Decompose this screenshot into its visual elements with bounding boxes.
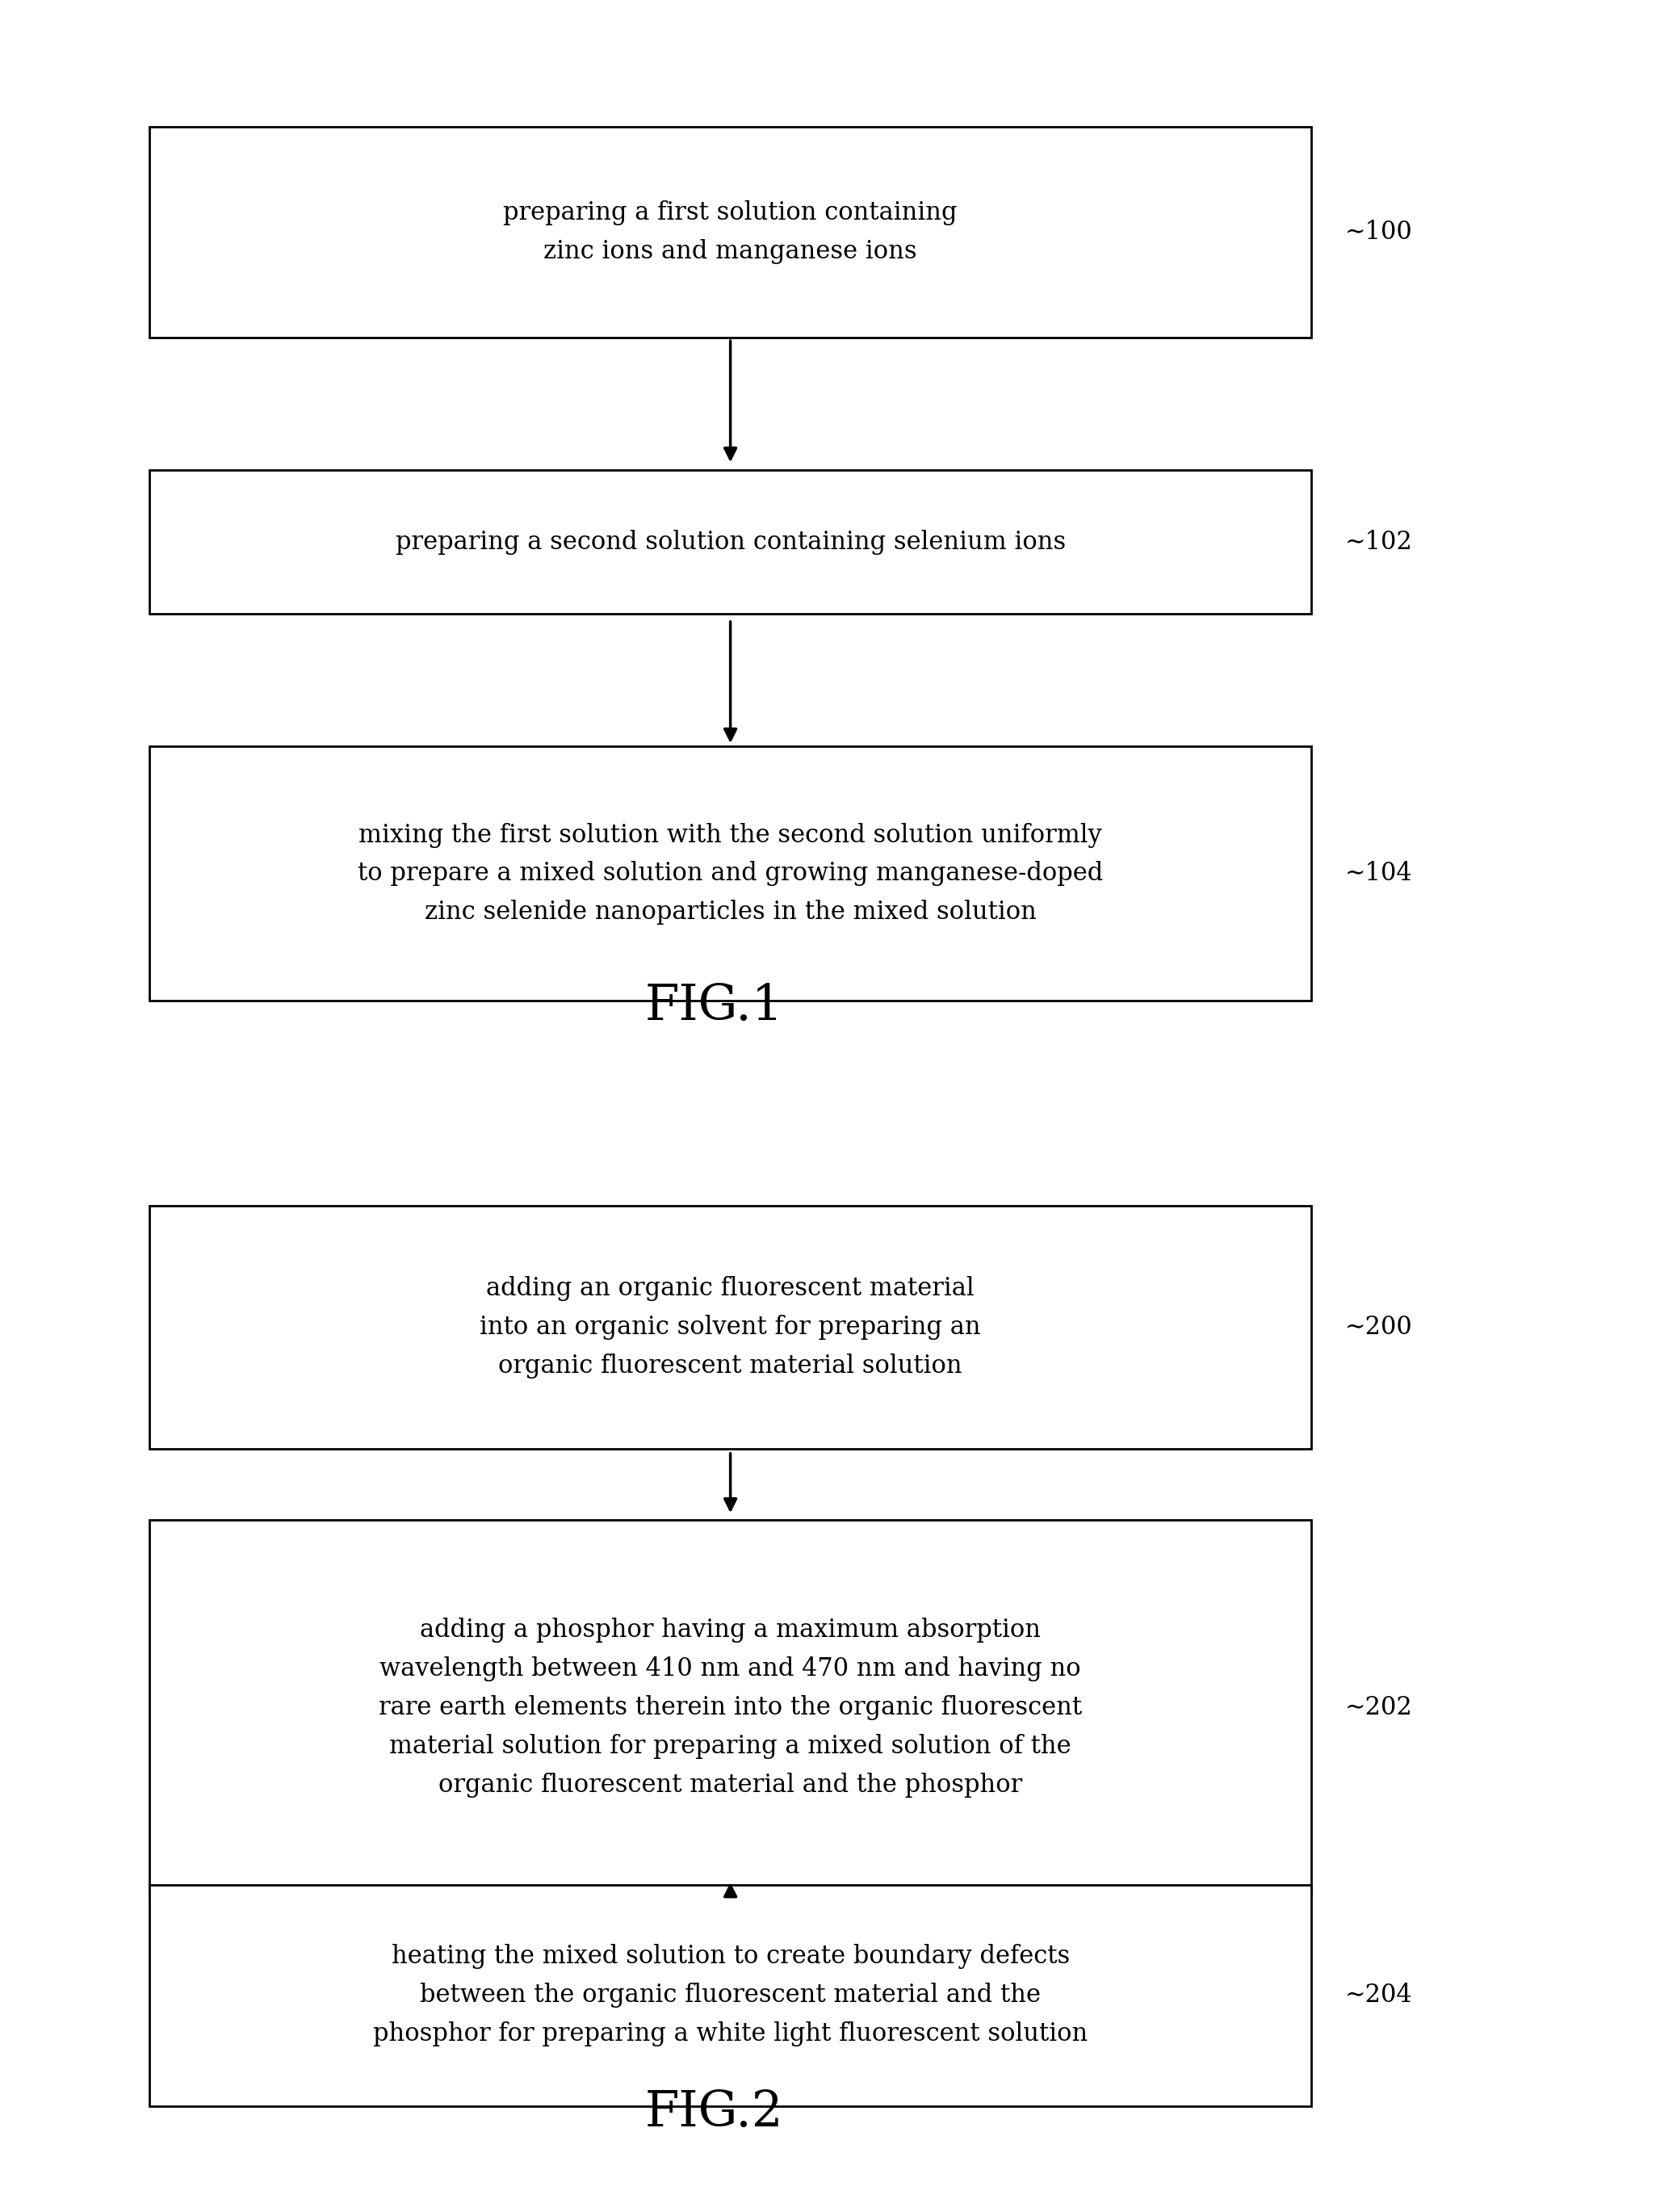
Text: ∼202: ∼202 — [1345, 1694, 1413, 1721]
Text: heating the mixed solution to create boundary defects
between the organic fluore: heating the mixed solution to create bou… — [374, 1944, 1087, 2046]
Text: adding a phosphor having a maximum absorption
wavelength between 410 nm and 470 : adding a phosphor having a maximum absor… — [378, 1617, 1082, 1798]
Text: ∼104: ∼104 — [1345, 860, 1413, 887]
FancyBboxPatch shape — [149, 748, 1311, 1000]
Text: ∼100: ∼100 — [1345, 219, 1413, 246]
Text: FIG.2: FIG.2 — [644, 2088, 784, 2137]
Text: preparing a first solution containing
zinc ions and manganese ions: preparing a first solution containing zi… — [503, 201, 958, 263]
FancyBboxPatch shape — [149, 1885, 1311, 2106]
Text: adding an organic fluorescent material
into an organic solvent for preparing an
: adding an organic fluorescent material i… — [480, 1276, 981, 1378]
Text: mixing the first solution with the second solution uniformly
to prepare a mixed : mixing the first solution with the secon… — [357, 823, 1104, 925]
FancyBboxPatch shape — [149, 126, 1311, 336]
FancyBboxPatch shape — [149, 469, 1311, 613]
Text: ∼204: ∼204 — [1345, 1982, 1413, 2008]
Text: preparing a second solution containing selenium ions: preparing a second solution containing s… — [395, 529, 1066, 555]
FancyBboxPatch shape — [149, 1520, 1311, 1896]
Text: ∼200: ∼200 — [1345, 1314, 1413, 1340]
Text: ∼102: ∼102 — [1345, 529, 1413, 555]
FancyBboxPatch shape — [149, 1206, 1311, 1449]
Text: FIG.1: FIG.1 — [644, 982, 784, 1031]
